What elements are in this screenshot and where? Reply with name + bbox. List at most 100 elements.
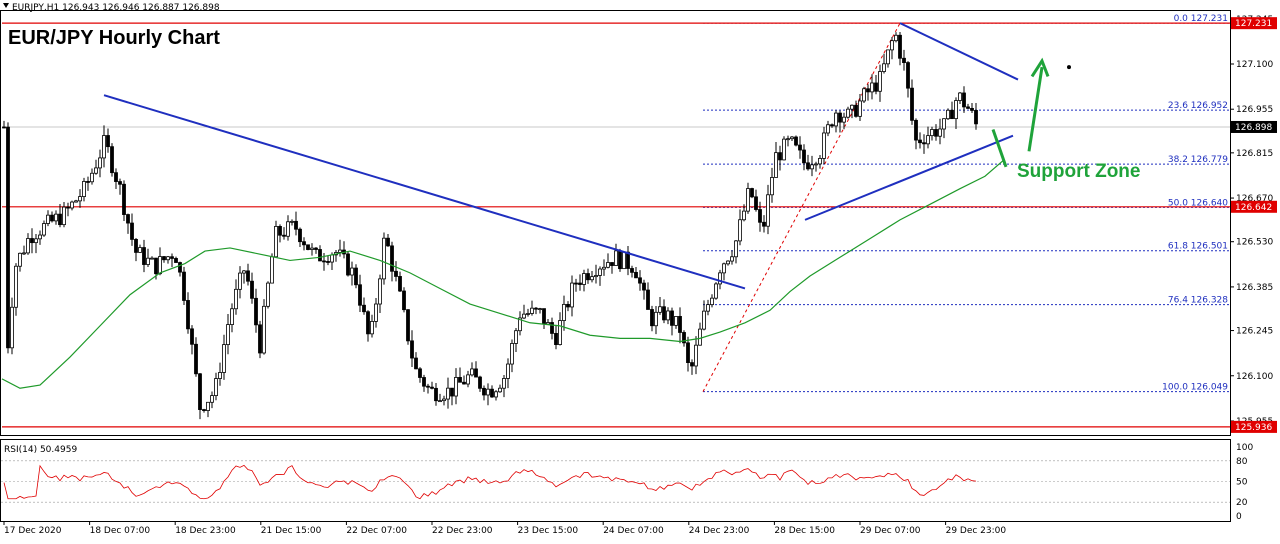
ma-line xyxy=(1,160,1004,389)
price-tag xyxy=(1231,200,1277,213)
rsi-tick-label: 50 xyxy=(1236,478,1248,488)
candle-up xyxy=(514,330,518,344)
candle-up xyxy=(666,310,670,321)
candle-down xyxy=(170,256,174,259)
rsi-tick-label: 0 xyxy=(1236,512,1242,522)
candle-down xyxy=(190,328,194,345)
candle-down xyxy=(554,333,558,345)
candle-up xyxy=(870,82,874,93)
candle-down xyxy=(638,277,642,284)
candle-down xyxy=(906,62,910,89)
candle-up xyxy=(494,391,498,398)
support-mark xyxy=(991,128,1008,168)
candle-up xyxy=(774,152,778,178)
candle-down xyxy=(630,268,634,273)
candle-down xyxy=(566,303,570,308)
candle-down xyxy=(422,377,426,387)
candle-down xyxy=(30,238,34,244)
candle-down xyxy=(194,343,198,375)
collapse-triangle-icon[interactable] xyxy=(3,3,9,8)
candle-up xyxy=(158,256,162,275)
candle-down xyxy=(610,262,614,266)
candle-down xyxy=(110,146,114,174)
candle-up xyxy=(538,308,542,311)
candle-up xyxy=(826,124,830,134)
candle-up xyxy=(310,247,314,250)
candle-down xyxy=(250,280,254,299)
candle-down xyxy=(450,387,454,397)
candle-up xyxy=(862,88,866,102)
candle-up xyxy=(846,108,850,118)
candle-up xyxy=(82,181,86,197)
candle-up xyxy=(238,272,242,290)
candle-down xyxy=(118,181,122,185)
candle-down xyxy=(186,300,190,330)
fib-level-label: 0.0 127.231 xyxy=(1174,14,1228,24)
candle-up xyxy=(222,344,226,373)
candle-up xyxy=(546,322,550,325)
candle-up xyxy=(150,257,154,260)
candle-up xyxy=(942,118,946,130)
fib-level-label: 23.6 126.952 xyxy=(1168,101,1228,111)
time-tick-label: 24 Dec 23:00 xyxy=(689,526,750,536)
candle-up xyxy=(146,257,150,265)
candle-up xyxy=(54,213,58,222)
candle-up xyxy=(438,400,442,403)
candle-down xyxy=(366,311,370,335)
time-tick-label: 29 Dec 07:00 xyxy=(860,526,921,536)
candle-up xyxy=(446,387,450,400)
candle-down xyxy=(154,257,158,275)
candle-down xyxy=(418,368,422,378)
candle-down xyxy=(254,297,258,326)
candle-down xyxy=(922,142,926,145)
candle-up xyxy=(694,344,698,367)
candle-up xyxy=(74,200,78,203)
candle-down xyxy=(294,220,298,230)
candle-down xyxy=(322,260,326,263)
time-tick-label: 17 Dec 2020 xyxy=(4,526,62,536)
candle-down xyxy=(430,386,434,389)
candle-up xyxy=(166,256,170,261)
candle-up xyxy=(894,34,898,42)
candle-up xyxy=(726,260,730,265)
candle-down xyxy=(298,228,302,243)
fib-level-label: 76.4 126.328 xyxy=(1168,296,1228,306)
candle-down xyxy=(586,273,590,281)
main-panel-frame xyxy=(0,10,1231,436)
candle-down xyxy=(362,304,366,313)
candle-up xyxy=(890,40,894,51)
candle-down xyxy=(114,172,118,182)
candle-down xyxy=(910,87,914,121)
support-trendline xyxy=(804,134,1014,221)
up-arrow-head-icon xyxy=(1030,57,1050,78)
candle-down xyxy=(754,196,758,210)
candle-up xyxy=(526,313,530,315)
candle-down xyxy=(490,388,494,398)
candle-down xyxy=(302,241,306,246)
candle-down xyxy=(326,261,330,263)
candle-up xyxy=(842,116,846,123)
candle-up xyxy=(594,275,598,278)
candle-up xyxy=(818,158,822,165)
candle-up xyxy=(738,219,742,242)
price-tick-label: 126.245 xyxy=(1236,327,1273,337)
price-tick-label: 126.530 xyxy=(1236,238,1273,248)
candle-down xyxy=(634,271,638,279)
candle-up xyxy=(270,256,274,284)
candle-up xyxy=(226,324,230,346)
rsi-indicator: 100 80 50 20 0 xyxy=(1,443,1253,522)
candle-up xyxy=(62,206,66,226)
candle-down xyxy=(966,106,970,109)
candle-up xyxy=(654,311,658,327)
candle-up xyxy=(558,320,562,345)
candle-down xyxy=(642,282,646,291)
candle-up xyxy=(466,374,470,385)
candle-up xyxy=(786,138,790,141)
candle-up xyxy=(810,164,814,170)
candle-up xyxy=(742,210,746,221)
candle-down xyxy=(482,387,486,396)
candle-down xyxy=(682,332,686,344)
candle-down xyxy=(762,221,766,227)
candle-down xyxy=(174,258,178,263)
